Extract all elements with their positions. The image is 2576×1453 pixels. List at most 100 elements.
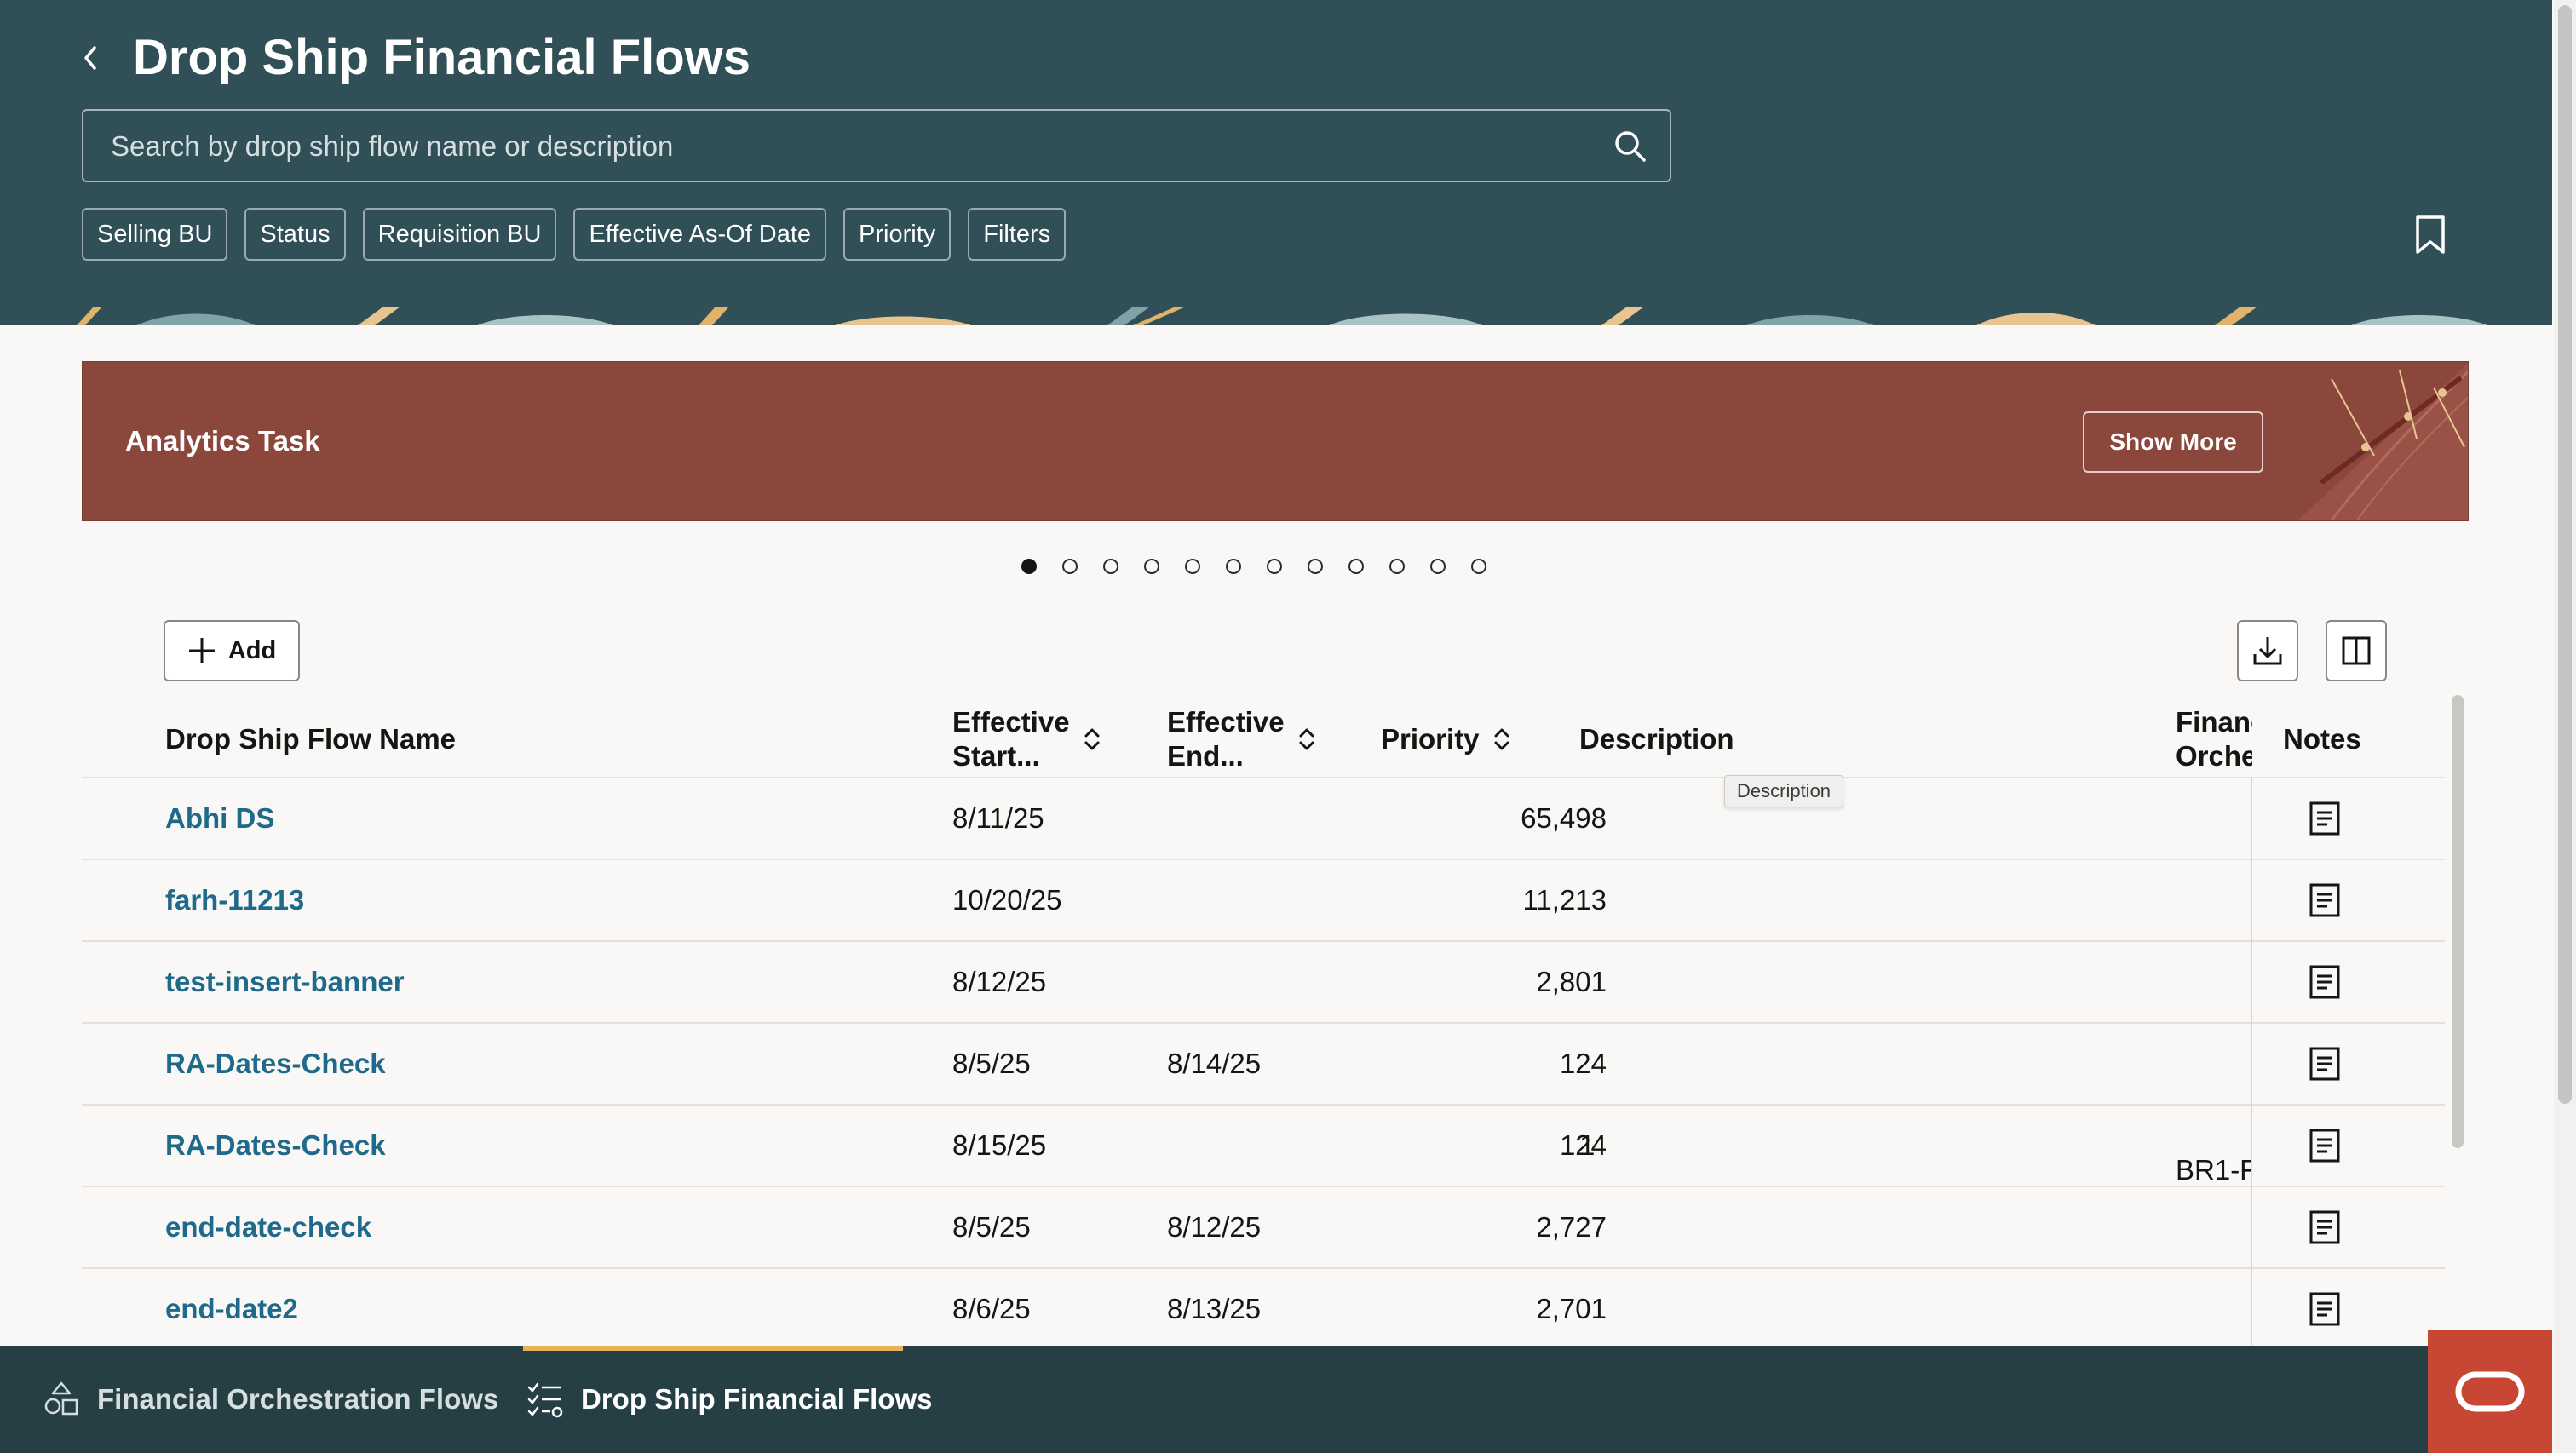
- cell-priority: 11,213: [1522, 884, 1607, 916]
- cell-flow-name[interactable]: end-date2: [165, 1293, 298, 1324]
- carousel-dot[interactable]: [1226, 559, 1241, 574]
- col-header-financial-orchestration[interactable]: FinancOrches: [2176, 698, 2252, 780]
- description-tooltip: Description: [1724, 775, 1844, 807]
- nav-financial-orchestration-flows[interactable]: Financial Orchestration Flows: [43, 1346, 498, 1453]
- analytics-banner: Analytics Task Show More: [82, 361, 2469, 521]
- cell-priority: 124: [1559, 1129, 1607, 1161]
- notes-icon[interactable]: [2309, 964, 2341, 1000]
- nav-label: Financial Orchestration Flows: [97, 1383, 499, 1415]
- cell-start: 8/5/25: [952, 1048, 1031, 1079]
- col-header-start-line2: Start...: [952, 740, 1040, 772]
- col-header-notes[interactable]: Notes: [2283, 723, 2361, 755]
- chip-status[interactable]: Status: [244, 208, 346, 261]
- notes-icon[interactable]: [2309, 1209, 2341, 1245]
- columns-icon: [2342, 636, 2371, 665]
- sort-icon[interactable]: [1492, 724, 1512, 755]
- chip-priority[interactable]: Priority: [843, 208, 952, 261]
- notes-icon[interactable]: [2309, 1128, 2341, 1163]
- checklist-icon: [527, 1382, 563, 1418]
- banner-title: Analytics Task: [125, 425, 320, 457]
- carousel-pagination: [1021, 559, 1486, 574]
- show-more-button[interactable]: Show More: [2083, 411, 2263, 473]
- cell-description: 1: [1579, 1129, 1596, 1161]
- table-row[interactable]: end-date-check 8/5/25 8/12/25 2,727: [82, 1187, 2445, 1269]
- col-header-effective-end[interactable]: Effective End...: [1167, 698, 1317, 780]
- search-icon[interactable]: [1612, 128, 1649, 165]
- plus-icon: [188, 638, 215, 663]
- cell-start: 8/11/25: [952, 802, 1044, 834]
- notes-icon[interactable]: [2309, 1291, 2341, 1327]
- add-button[interactable]: Add: [164, 620, 300, 681]
- carousel-dot[interactable]: [1267, 559, 1282, 574]
- carousel-dot[interactable]: [1430, 559, 1446, 574]
- table-row[interactable]: RA-Dates-Check 8/5/25 8/14/25 124: [82, 1024, 2445, 1106]
- notes-column-divider: [2251, 777, 2252, 1346]
- bookmark-icon[interactable]: [2414, 215, 2447, 256]
- chip-filters[interactable]: Filters: [968, 208, 1067, 261]
- carousel-dot[interactable]: [1185, 559, 1200, 574]
- cell-priority: 2,801: [1536, 966, 1607, 997]
- search-input[interactable]: [109, 111, 1612, 182]
- table-row[interactable]: farh-11213 10/20/25 11,213: [82, 860, 2445, 942]
- columns-button[interactable]: [2326, 620, 2387, 681]
- carousel-dot[interactable]: [1144, 559, 1159, 574]
- carousel-dot[interactable]: [1103, 559, 1118, 574]
- carousel-dot[interactable]: [1471, 559, 1486, 574]
- notes-icon[interactable]: [2309, 1046, 2341, 1082]
- chevron-left-icon: [84, 46, 96, 70]
- col-header-effective-start[interactable]: Effective Start...: [952, 698, 1102, 780]
- financial-orchestration-column: FinancOrches BR1-F: [2176, 698, 2252, 1346]
- cell-flow-name[interactable]: farh-11213: [165, 884, 305, 916]
- carousel-dot[interactable]: [1062, 559, 1078, 574]
- sort-icon[interactable]: [1082, 724, 1102, 755]
- col-header-fin-line1: Financ: [2176, 706, 2252, 738]
- cell-fin: BR1-F: [2176, 1154, 2252, 1186]
- cell-flow-name[interactable]: RA-Dates-Check: [165, 1048, 386, 1079]
- filter-chips: Selling BU Status Requisition BU Effecti…: [82, 208, 1067, 261]
- carousel-dot[interactable]: [1348, 559, 1364, 574]
- carousel-dot[interactable]: [1389, 559, 1405, 574]
- cell-flow-name[interactable]: end-date-check: [165, 1211, 372, 1243]
- carousel-dot[interactable]: [1308, 559, 1323, 574]
- col-header-fin-line2: Orches: [2176, 740, 2252, 772]
- cell-priority: 2,727: [1536, 1211, 1607, 1243]
- table-row[interactable]: test-insert-banner 8/12/25 2,801: [82, 942, 2445, 1024]
- cell-end: 8/14/25: [1167, 1048, 1262, 1079]
- download-icon: [2253, 637, 2282, 665]
- chip-requisition-bu[interactable]: Requisition BU: [362, 208, 557, 261]
- cell-flow-name[interactable]: test-insert-banner: [165, 966, 405, 997]
- col-header-start-line1: Effective: [952, 706, 1070, 738]
- chip-effective-as-of-date[interactable]: Effective As-Of Date: [573, 208, 827, 261]
- cell-start: 8/12/25: [952, 966, 1047, 997]
- sort-icon[interactable]: [1297, 724, 1317, 755]
- table-row[interactable]: Abhi DS 8/11/25 65,498: [82, 778, 2445, 860]
- nav-drop-ship-financial-flows[interactable]: Drop Ship Financial Flows: [526, 1346, 933, 1453]
- chip-selling-bu[interactable]: Selling BU: [82, 208, 228, 261]
- oracle-assistant-button[interactable]: [2428, 1330, 2552, 1453]
- page-scrollbar-thumb[interactable]: [2558, 5, 2572, 1104]
- header-divider: [82, 777, 2445, 778]
- cell-start: 8/5/25: [952, 1211, 1031, 1243]
- back-button[interactable]: [73, 36, 107, 80]
- search-box[interactable]: [82, 109, 1671, 182]
- cell-flow-name[interactable]: Abhi DS: [165, 802, 275, 834]
- table-scrollbar-thumb[interactable]: [2452, 695, 2464, 1148]
- col-header-name[interactable]: Drop Ship Flow Name: [165, 723, 457, 755]
- notes-icon[interactable]: [2309, 882, 2341, 918]
- cell-flow-name[interactable]: RA-Dates-Check: [165, 1129, 386, 1161]
- col-header-description[interactable]: Description: [1579, 723, 1734, 755]
- cell-end: 8/13/25: [1167, 1293, 1262, 1324]
- cell-priority: 2,701: [1536, 1293, 1607, 1324]
- cell-priority: 124: [1559, 1048, 1607, 1079]
- rowing-boat-illustration: [2297, 363, 2468, 520]
- cell-start: 8/15/25: [952, 1129, 1047, 1161]
- col-header-priority-label: Priority: [1381, 723, 1480, 755]
- col-header-priority[interactable]: Priority: [1381, 698, 1512, 780]
- export-button[interactable]: [2237, 620, 2298, 681]
- table-row[interactable]: RA-Dates-Check 8/15/25 124 1: [82, 1106, 2445, 1187]
- table-row[interactable]: end-date2 8/6/25 8/13/25 2,701: [82, 1269, 2445, 1351]
- add-label: Add: [227, 636, 277, 664]
- cell-priority: 65,498: [1521, 802, 1607, 834]
- notes-icon[interactable]: [2309, 801, 2341, 836]
- carousel-dot[interactable]: [1021, 559, 1037, 574]
